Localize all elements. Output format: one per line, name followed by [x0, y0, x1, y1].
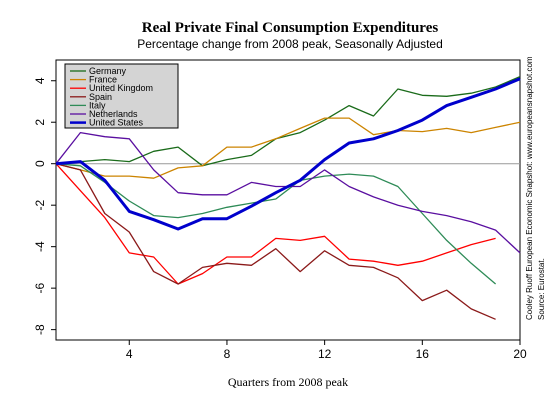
plot-area — [55, 59, 521, 341]
legend-label-united-kingdom: United Kingdom — [89, 83, 153, 93]
y-axis: -8 -6 -4 -2 0 2 4 — [33, 77, 56, 335]
legend-label-spain: Spain — [89, 92, 112, 102]
chart-subtitle: Percentage change from 2008 peak, Season… — [137, 37, 443, 51]
legend-label-united-states: United States — [89, 118, 144, 128]
series-line-italy — [55, 163, 497, 285]
series-line-spain — [55, 163, 496, 320]
series-line-france — [55, 117, 521, 179]
legend-label-italy: Italy — [89, 100, 106, 110]
y-tick-label: 0 — [33, 160, 47, 167]
side-note-source: Source: Eurostat. — [537, 258, 546, 320]
legend-label-france: France — [89, 75, 117, 85]
y-tick-label: 4 — [33, 77, 47, 84]
y-tick-label: -6 — [33, 282, 47, 293]
legend-label-netherlands: Netherlands — [89, 109, 138, 119]
y-tick-label: 2 — [33, 119, 47, 126]
series-line-netherlands — [55, 131, 521, 254]
y-tick-label: -4 — [33, 241, 47, 252]
chart-title: Real Private Final Consumption Expenditu… — [142, 20, 439, 36]
series-line-germany — [55, 76, 521, 167]
x-tick-label: 16 — [416, 347, 430, 361]
x-tick-label: 12 — [318, 347, 332, 361]
y-tick-label: -8 — [33, 324, 47, 335]
x-tick-label: 20 — [513, 347, 527, 361]
x-axis-label: Quarters from 2008 peak — [228, 375, 348, 389]
x-axis: 4 8 12 16 20 — [126, 340, 527, 361]
series-line-united-kingdom — [55, 163, 496, 285]
series-group — [55, 76, 521, 320]
x-tick-label: 4 — [126, 347, 133, 361]
legend-box — [64, 63, 179, 129]
side-note-credit: Cooley Ruoff European Economic Snapshot:… — [525, 56, 534, 320]
y-tick-label: -2 — [33, 200, 47, 211]
series-line-united-states — [55, 77, 521, 231]
legend-label-germany: Germany — [89, 66, 127, 76]
x-tick-label: 8 — [224, 347, 231, 361]
